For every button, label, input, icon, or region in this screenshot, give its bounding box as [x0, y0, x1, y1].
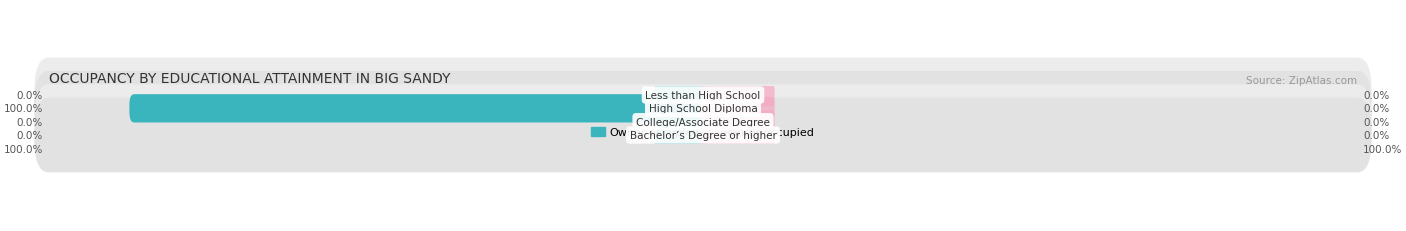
Text: 100.0%: 100.0%	[4, 104, 44, 114]
Text: 0.0%: 0.0%	[17, 117, 44, 127]
Text: 100.0%: 100.0%	[4, 144, 44, 154]
Text: Less than High School: Less than High School	[645, 91, 761, 100]
Text: Bachelor’s Degree or higher: Bachelor’s Degree or higher	[630, 131, 776, 140]
FancyBboxPatch shape	[34, 98, 1372, 173]
Legend: Owner-occupied, Renter-occupied: Owner-occupied, Renter-occupied	[586, 123, 820, 142]
FancyBboxPatch shape	[34, 72, 1372, 146]
FancyBboxPatch shape	[34, 85, 1372, 159]
Text: 0.0%: 0.0%	[1362, 91, 1389, 100]
FancyBboxPatch shape	[654, 84, 706, 107]
FancyBboxPatch shape	[654, 124, 706, 147]
Text: 0.0%: 0.0%	[17, 131, 44, 140]
FancyBboxPatch shape	[700, 111, 775, 134]
Text: 100.0%: 100.0%	[1362, 144, 1402, 154]
FancyBboxPatch shape	[700, 84, 775, 107]
Text: College/Associate Degree: College/Associate Degree	[636, 117, 770, 127]
FancyBboxPatch shape	[654, 111, 706, 134]
FancyBboxPatch shape	[700, 124, 775, 147]
FancyBboxPatch shape	[700, 97, 775, 120]
Text: Source: ZipAtlas.com: Source: ZipAtlas.com	[1246, 76, 1357, 86]
Text: 0.0%: 0.0%	[1362, 104, 1389, 114]
Text: OCCUPANCY BY EDUCATIONAL ATTAINMENT IN BIG SANDY: OCCUPANCY BY EDUCATIONAL ATTAINMENT IN B…	[49, 72, 450, 86]
Text: 0.0%: 0.0%	[17, 91, 44, 100]
Text: 0.0%: 0.0%	[1362, 117, 1389, 127]
Text: High School Diploma: High School Diploma	[648, 104, 758, 114]
FancyBboxPatch shape	[34, 58, 1372, 133]
Text: 0.0%: 0.0%	[1362, 131, 1389, 140]
FancyBboxPatch shape	[129, 95, 707, 123]
